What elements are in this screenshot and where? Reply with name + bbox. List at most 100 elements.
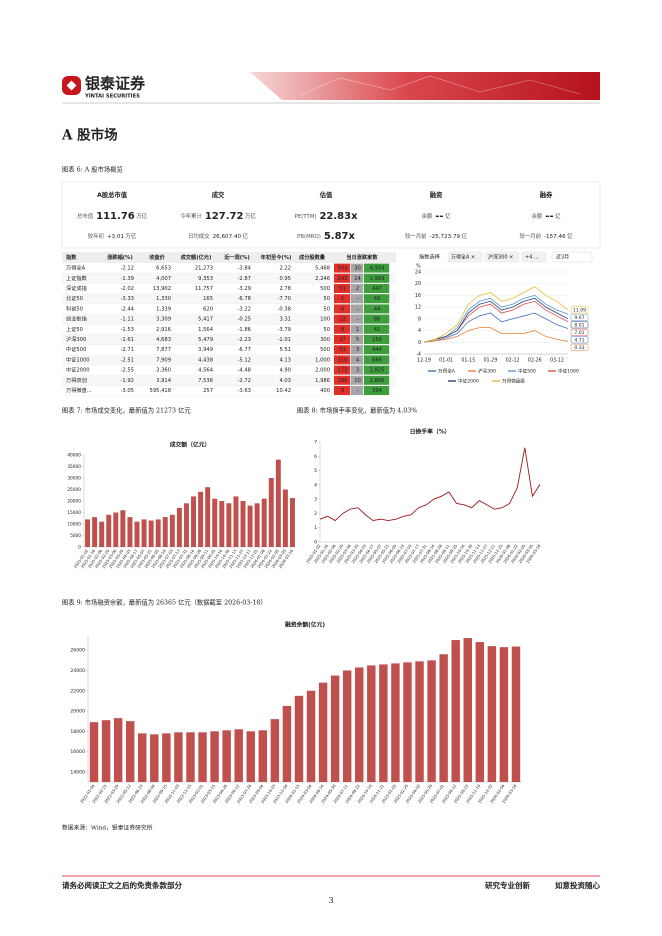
table-cell: 8 [341,327,344,333]
overview-title: 估值 [319,190,333,199]
bar [198,491,204,547]
item-label: PE(TTM) [294,214,316,220]
count-cell [334,324,351,334]
y-tick-label: 3 [314,497,317,503]
table-cell: 172 [338,368,348,374]
count-cell [334,304,351,314]
bar [463,638,472,782]
table-cell: 1,806 [370,378,385,384]
y-tick-label: 8 [418,316,421,322]
bar [212,498,218,547]
table-cell: 上证指数 [66,274,88,282]
bar [246,731,255,782]
table-cell: 44 [374,306,381,312]
bar [191,496,197,547]
count-cell [351,355,364,365]
y-tick-label: 0 [314,540,317,546]
table-cell: 7,877 [156,347,171,353]
count-cell [351,304,364,314]
table-cell: 110 [338,357,348,363]
row-bg [62,375,396,386]
item-label: 今年累计 [180,212,202,220]
table-cell: 7,909 [156,357,171,363]
table-cell: 上证50 [66,325,83,333]
bar [391,663,400,782]
count-cell [364,355,390,365]
y-tick-label: -4 [416,352,421,358]
count-cell [364,263,390,273]
control-chip [447,251,483,263]
table-cell: 394 [372,388,383,394]
table-cell: 5.51 [279,347,291,353]
period-select [551,251,593,263]
table-cell: -0.38 [278,306,291,312]
table-cell: 中证1000 [66,355,90,363]
table-cell: 2,246 [315,276,330,282]
count-cell [351,284,364,293]
y-tick-label: 35000 [67,464,81,470]
end-label: 8.01 [574,322,584,328]
end-label: 7.01 [574,330,584,336]
overview-panel [61,181,601,249]
table-cell: 3,309 [156,317,171,323]
table-header: 年初至今(%) [261,253,292,261]
overview-item: 余额 -- 亿 [421,211,451,222]
row-bg [62,293,396,304]
count-cell [351,345,364,355]
source-note: 数据来源：Wind，银泰证券研究所 [62,824,153,832]
logo-mark-inner [66,80,77,91]
row-bg [62,354,396,365]
y-tick-label: 0 [78,545,81,551]
table-header: 当日涨跌家数 [346,253,378,261]
y-tick-label: 24000 [70,668,85,674]
table-cell: 4,564 [198,368,214,374]
item-unit: 亿 [555,212,561,220]
y-axis-label: % [416,264,421,270]
y-tick-label: 20000 [67,499,81,505]
bar [198,732,207,782]
bar [234,729,243,782]
bar [210,731,219,782]
table-cell: 2.78 [279,286,291,292]
item-unit: 亿 [445,212,451,220]
control-chip-text: +4 ... [525,255,539,261]
legend-label: 万得微盘股 [502,378,525,385]
item-value: +3.01 [107,234,125,240]
table-cell: 深证成指 [66,284,87,292]
y-tick-label: 16000 [70,749,85,755]
item-label: 余额 [531,212,542,220]
bar [379,664,388,782]
period-text: 近3月 [556,254,569,261]
table-cell: 444 [372,347,383,353]
control-chip [521,251,547,263]
item-unit: 亿 [243,232,249,240]
table-cell: 3 [356,347,359,353]
bar [120,510,126,547]
logo: 银泰证券 YINTAI SECURITIES [62,75,146,100]
count-cell [334,335,351,344]
bar [219,501,225,547]
y-tick-label: 24 [415,270,421,276]
section-title: A 股市场 [61,127,118,144]
table-cell: 500 [320,286,330,292]
end-label: 4.71 [574,337,584,343]
line [423,297,569,343]
table-cell: -6.77 [238,347,251,353]
table-header: 涨跌幅(%) [107,253,133,261]
end-label: 11.09 [573,307,586,313]
table-cell: 14 [354,276,361,282]
table-cell: -2.55 [121,368,134,374]
table-cell: 50 [323,296,330,302]
count-cell [351,375,364,385]
y-tick-label: 4 [314,482,317,488]
bar [148,520,154,547]
bar [289,498,295,547]
y-tick-label: 16 [415,293,421,299]
table-cell: 6 [341,388,344,394]
control-chip-text: 万得全A × [451,254,475,261]
table-header: 近一周(%) [224,253,250,261]
table-cell: 2,916 [156,327,171,333]
bar [294,695,304,782]
bar [186,732,195,782]
